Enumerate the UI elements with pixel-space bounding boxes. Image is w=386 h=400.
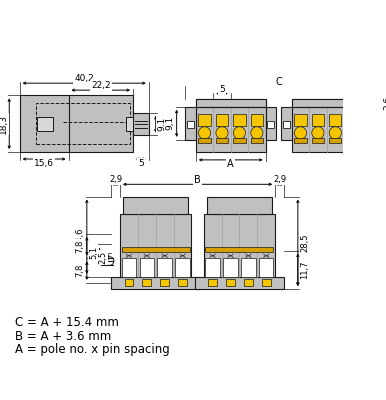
Text: 5: 5 (138, 159, 144, 168)
Bar (295, 114, 306, 126)
Bar (347, 114, 359, 126)
Bar (36, 103, 130, 144)
Bar (283, 121, 290, 128)
Text: 11,7: 11,7 (300, 260, 309, 279)
Bar (223, 258, 238, 277)
Circle shape (198, 127, 211, 139)
Bar (160, 279, 169, 286)
Text: C: C (275, 77, 282, 87)
Bar (312, 114, 324, 126)
Bar (178, 279, 187, 286)
Bar (292, 99, 362, 152)
Bar (251, 114, 263, 126)
Text: A = pole no. x pin spacing: A = pole no. x pin spacing (15, 344, 170, 356)
Bar (259, 258, 273, 277)
Bar (140, 258, 154, 277)
Text: C = A + 15.4 mm: C = A + 15.4 mm (15, 316, 119, 328)
Bar (251, 138, 263, 143)
Bar (125, 279, 133, 286)
Bar (295, 138, 306, 143)
Bar (208, 279, 217, 286)
Bar (196, 99, 266, 107)
Bar (266, 107, 276, 140)
Bar (198, 114, 211, 126)
Text: 9,1: 9,1 (165, 116, 174, 130)
Text: 24,6: 24,6 (75, 227, 85, 246)
Bar (120, 214, 191, 277)
Circle shape (105, 257, 114, 265)
Bar (204, 214, 275, 277)
Circle shape (216, 127, 228, 139)
Bar (329, 114, 342, 126)
Bar (292, 99, 362, 107)
Text: 7,8: 7,8 (75, 240, 85, 253)
Bar (233, 114, 245, 126)
Circle shape (251, 127, 263, 139)
Text: 18,3: 18,3 (0, 114, 8, 134)
Bar (281, 107, 292, 140)
Bar (195, 277, 284, 289)
Text: 9,1: 9,1 (157, 117, 166, 131)
Text: 40,2: 40,2 (74, 74, 94, 83)
Text: 22,2: 22,2 (91, 81, 111, 90)
Text: 2,5: 2,5 (98, 250, 107, 264)
Bar (216, 114, 228, 126)
Bar (157, 258, 172, 277)
Text: 7,8: 7,8 (75, 264, 85, 277)
Text: 15,6: 15,6 (34, 159, 54, 168)
Bar (216, 138, 228, 143)
Bar (133, 113, 149, 136)
Bar (226, 279, 235, 286)
Bar (196, 99, 266, 152)
Bar (233, 138, 245, 143)
Bar (185, 107, 196, 140)
Bar (122, 258, 136, 277)
Bar (124, 196, 188, 214)
Bar (126, 117, 133, 131)
Bar (205, 247, 273, 252)
Text: 2,9: 2,9 (109, 176, 122, 184)
Bar (198, 138, 211, 143)
Bar (142, 279, 151, 286)
Bar (241, 258, 256, 277)
Bar (20, 95, 133, 152)
Bar (205, 258, 220, 277)
Bar (207, 196, 272, 214)
Circle shape (295, 127, 306, 139)
Circle shape (347, 127, 359, 139)
Bar (312, 138, 324, 143)
Text: 5,1: 5,1 (89, 246, 98, 259)
Bar (244, 279, 253, 286)
Bar (175, 258, 190, 277)
Text: B = A + 3.6 mm: B = A + 3.6 mm (15, 330, 112, 342)
Bar (262, 279, 271, 286)
Text: 2,6: 2,6 (383, 96, 386, 110)
Bar (267, 121, 274, 128)
Circle shape (329, 127, 342, 139)
Bar (347, 138, 359, 143)
Bar (329, 138, 342, 143)
Bar (187, 121, 194, 128)
Text: 2,9: 2,9 (273, 176, 286, 184)
Text: 28,5: 28,5 (300, 234, 309, 252)
Text: A: A (227, 159, 234, 169)
Text: 5: 5 (219, 85, 225, 94)
Bar (362, 107, 372, 140)
Circle shape (233, 127, 245, 139)
Bar (363, 121, 370, 128)
Bar (37, 117, 53, 131)
Circle shape (312, 127, 324, 139)
Text: B: B (194, 175, 201, 185)
Bar (122, 247, 190, 252)
Bar (111, 277, 200, 289)
